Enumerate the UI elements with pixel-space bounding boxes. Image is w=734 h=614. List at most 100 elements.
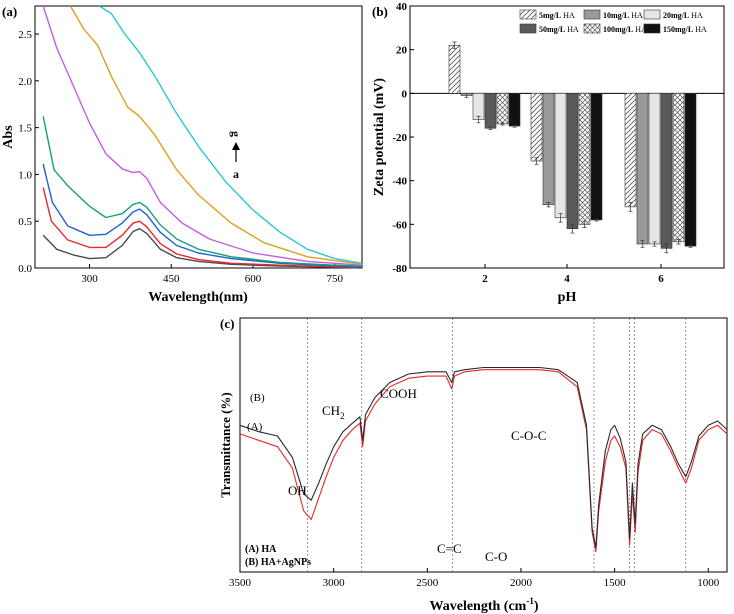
- bar-5-ph2: [448, 44, 461, 94]
- zeta-y-tick-label-4: 0: [402, 88, 408, 100]
- annotation-cooh: COOH: [380, 386, 417, 401]
- panel-a-xlabel: Wavelength(nm): [148, 290, 248, 305]
- legend-swatch-50: [519, 23, 537, 34]
- error-bar-20-ph4: [558, 213, 563, 223]
- zeta-y-tick-label-0: -80: [392, 263, 407, 275]
- zeta-y-tick-label-3: -20: [392, 132, 407, 144]
- x-tick-label-450: 450: [163, 273, 180, 285]
- panel-a-arrow: g a: [229, 131, 243, 181]
- x-tick-label-750: 750: [327, 273, 344, 285]
- curve-a: [42, 228, 363, 269]
- zeta-x-tick-label-4: 4: [564, 273, 570, 285]
- error-bar-50-ph6: [664, 243, 669, 254]
- panel-a: (a) 300 450 600 750 0.0 0.5 1.0 1.5 2.0 2.5 g a W…: [1, 4, 363, 305]
- legend-label-20: 20mg/L HA: [663, 11, 703, 20]
- annotation-co: C-O: [485, 549, 507, 564]
- error-bar-10-ph2: [464, 92, 469, 99]
- y-tick-label-5: 2.5: [18, 29, 32, 41]
- panel-a-label: (a): [2, 4, 17, 19]
- panel-c-curves: [239, 366, 728, 553]
- annotation-ch2: CH2: [322, 403, 345, 421]
- curve-e: [42, 5, 363, 266]
- bar-50-ph4: [566, 93, 579, 230]
- error-bar-50-ph2: [488, 126, 493, 130]
- bar-10-ph4: [542, 93, 555, 205]
- curve-label-a: (A): [247, 421, 263, 433]
- bar-50-ph2: [484, 93, 497, 129]
- error-bar-150-ph4: [594, 218, 599, 222]
- curve-label-b: (B): [250, 392, 265, 404]
- curve-b: [42, 187, 362, 268]
- curve-d: [42, 116, 363, 267]
- error-bar-20-ph2: [476, 115, 481, 124]
- bar-20-ph6: [648, 93, 661, 245]
- curve-c: [42, 163, 363, 268]
- bar-100-ph2: [496, 93, 509, 125]
- error-bar-150-ph6: [688, 244, 693, 248]
- bar-5-ph6: [624, 93, 637, 208]
- ftir-x-tick-label-2500: 2500: [416, 577, 439, 589]
- bar-150-ph4: [590, 93, 603, 221]
- panel-b-xlabel: pH: [558, 290, 577, 305]
- error-bar-50-ph4: [570, 223, 575, 234]
- error-bar-10-ph6: [640, 240, 645, 248]
- zeta-x-tick-label-6: 6: [658, 273, 664, 285]
- ftir-x-tick-label-1000: 1000: [697, 577, 720, 589]
- panel-b-ylabel: Zeta potential (mV): [372, 78, 387, 197]
- error-bar-150-ph2: [512, 124, 517, 128]
- ftir-curve-0: [239, 369, 728, 553]
- panel-b-label: (b): [372, 4, 388, 19]
- zeta-x-tick-label-2: 2: [482, 273, 488, 285]
- panel-c-label: (c): [220, 316, 234, 331]
- panel-c-xlabel: Wavelength (cm-1): [430, 596, 539, 614]
- legend-swatch-100: [583, 23, 601, 34]
- legend-line-a: (A) HA: [245, 544, 277, 555]
- zeta-y-tick-label-2: -40: [392, 176, 407, 188]
- bar-150-ph2: [508, 93, 521, 127]
- legend-swatch-5: [519, 9, 537, 20]
- arrow-top-label: g: [229, 131, 243, 137]
- bar-5-ph4: [530, 93, 543, 162]
- panel-b-bars: [448, 41, 697, 254]
- error-bar-20-ph6: [652, 241, 657, 247]
- error-bar-5-ph2: [452, 41, 457, 49]
- panel-c-ylabel: Transmittance (%): [218, 392, 233, 498]
- curve-f: [69, 5, 363, 265]
- panel-a-axes: 300 450 600 750 0.0 0.5 1.0 1.5 2.0 2.5: [18, 29, 343, 285]
- error-bar-100-ph4: [582, 220, 587, 228]
- ftir-x-tick-label-2000: 2000: [510, 577, 533, 589]
- bar-50-ph6: [660, 93, 673, 249]
- panel-b-legend: 5mg/L HA 10mg/L HA 20mg/L HA 50mg/L HA 100mg…: [519, 9, 707, 34]
- x-tick-label-300: 300: [81, 273, 98, 285]
- legend-label-50: 50mg/L HA: [539, 25, 579, 34]
- error-bar-5-ph6: [628, 202, 633, 212]
- ftir-curve-1: [239, 366, 728, 548]
- error-bar-100-ph2: [500, 122, 505, 126]
- y-tick-label-1: 0.5: [18, 216, 32, 228]
- panel-c-axes: 3500 3000 2500 2000 1500 1000: [229, 568, 720, 589]
- legend-line-b: (B) HA+AgNPs: [245, 557, 311, 568]
- zeta-y-tick-label-5: 20: [396, 45, 408, 57]
- bar-10-ph6: [636, 93, 649, 245]
- panel-b: (b) -80 -60 -40 -20 0 20 40 2 4 6 5mg/L HA 10mg/L …: [372, 1, 725, 305]
- annotation-cc: C=C: [437, 541, 462, 556]
- error-bar-10-ph4: [546, 202, 551, 208]
- annotation-coc: C-O-C: [511, 428, 546, 443]
- error-bar-5-ph4: [534, 157, 539, 165]
- error-bar-100-ph6: [676, 239, 681, 245]
- ftir-x-tick-label-3000: 3000: [323, 577, 346, 589]
- legend-label-10: 10mg/L HA: [603, 11, 643, 20]
- y-tick-label-3: 1.5: [18, 123, 32, 135]
- ftir-x-tick-label-1500: 1500: [604, 577, 627, 589]
- bar-150-ph6: [684, 93, 697, 247]
- arrow-bottom-label: a: [233, 167, 239, 181]
- legend-swatch-20: [643, 9, 661, 20]
- legend-label-150: 150mg/L HA: [663, 25, 707, 34]
- y-tick-label-2: 1.0: [18, 169, 32, 181]
- annotation-oh: OH: [288, 483, 307, 498]
- zeta-y-tick-label-6: 40: [396, 1, 408, 13]
- y-tick-label-0: 0.0: [18, 263, 32, 275]
- bar-20-ph4: [554, 93, 567, 219]
- panel-a-curves: [42, 5, 363, 269]
- bar-20-ph2: [472, 93, 485, 120]
